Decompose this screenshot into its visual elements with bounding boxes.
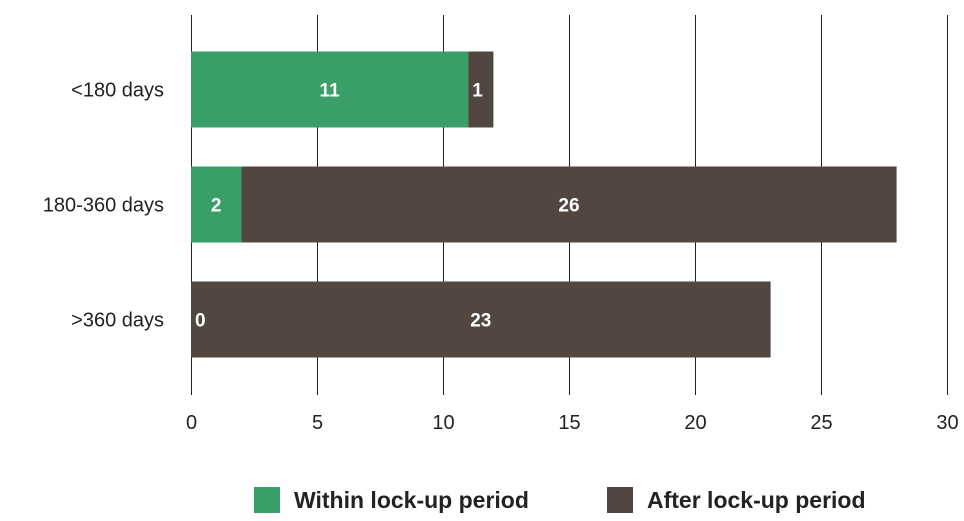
bar-1-series-1 (241, 166, 897, 243)
x-axis-tick-labels: 0 5 10 15 20 25 30 (186, 412, 959, 434)
legend-item-after: After lock-up period (607, 484, 866, 516)
bars (191, 51, 897, 358)
x-tick-label-10: 10 (432, 412, 454, 434)
category-label-2: >360 days (71, 310, 164, 332)
bar-0-series-0 (191, 51, 469, 128)
bar-2-series-1 (191, 281, 771, 358)
x-tick-label-25: 25 (810, 412, 832, 434)
bar-1-series-0 (191, 166, 242, 243)
category-label-1: 180-360 days (43, 195, 164, 217)
legend-label-after: After lock-up period (647, 486, 866, 513)
data-label-0-series-1: 1 (472, 81, 483, 102)
legend-item-within: Within lock-up period (254, 484, 529, 516)
x-tick-label-30: 30 (936, 412, 958, 434)
data-label-2-series-0: 0 (195, 311, 206, 332)
data-label-2-series-1: 23 (470, 311, 491, 332)
legend-swatch-within (254, 487, 280, 513)
data-label-0-series-0: 11 (320, 81, 341, 102)
data-label-1-series-0: 2 (211, 196, 222, 217)
legend-label-within: Within lock-up period (294, 486, 529, 513)
legend: Within lock-up period After lock-up peri… (0, 484, 964, 516)
category-labels: <180 days 180-360 days >360 days (43, 80, 164, 332)
x-tick-label-5: 5 (312, 412, 323, 434)
x-tick-label-0: 0 (186, 412, 197, 434)
bar-0-series-1 (468, 51, 494, 128)
data-label-1-series-1: 26 (558, 196, 579, 217)
x-tick-label-15: 15 (558, 412, 580, 434)
x-tick-label-20: 20 (684, 412, 706, 434)
category-label-0: <180 days (71, 80, 164, 102)
data-labels: 11 12 260 23 (195, 81, 580, 332)
legend-swatch-after (607, 487, 633, 513)
